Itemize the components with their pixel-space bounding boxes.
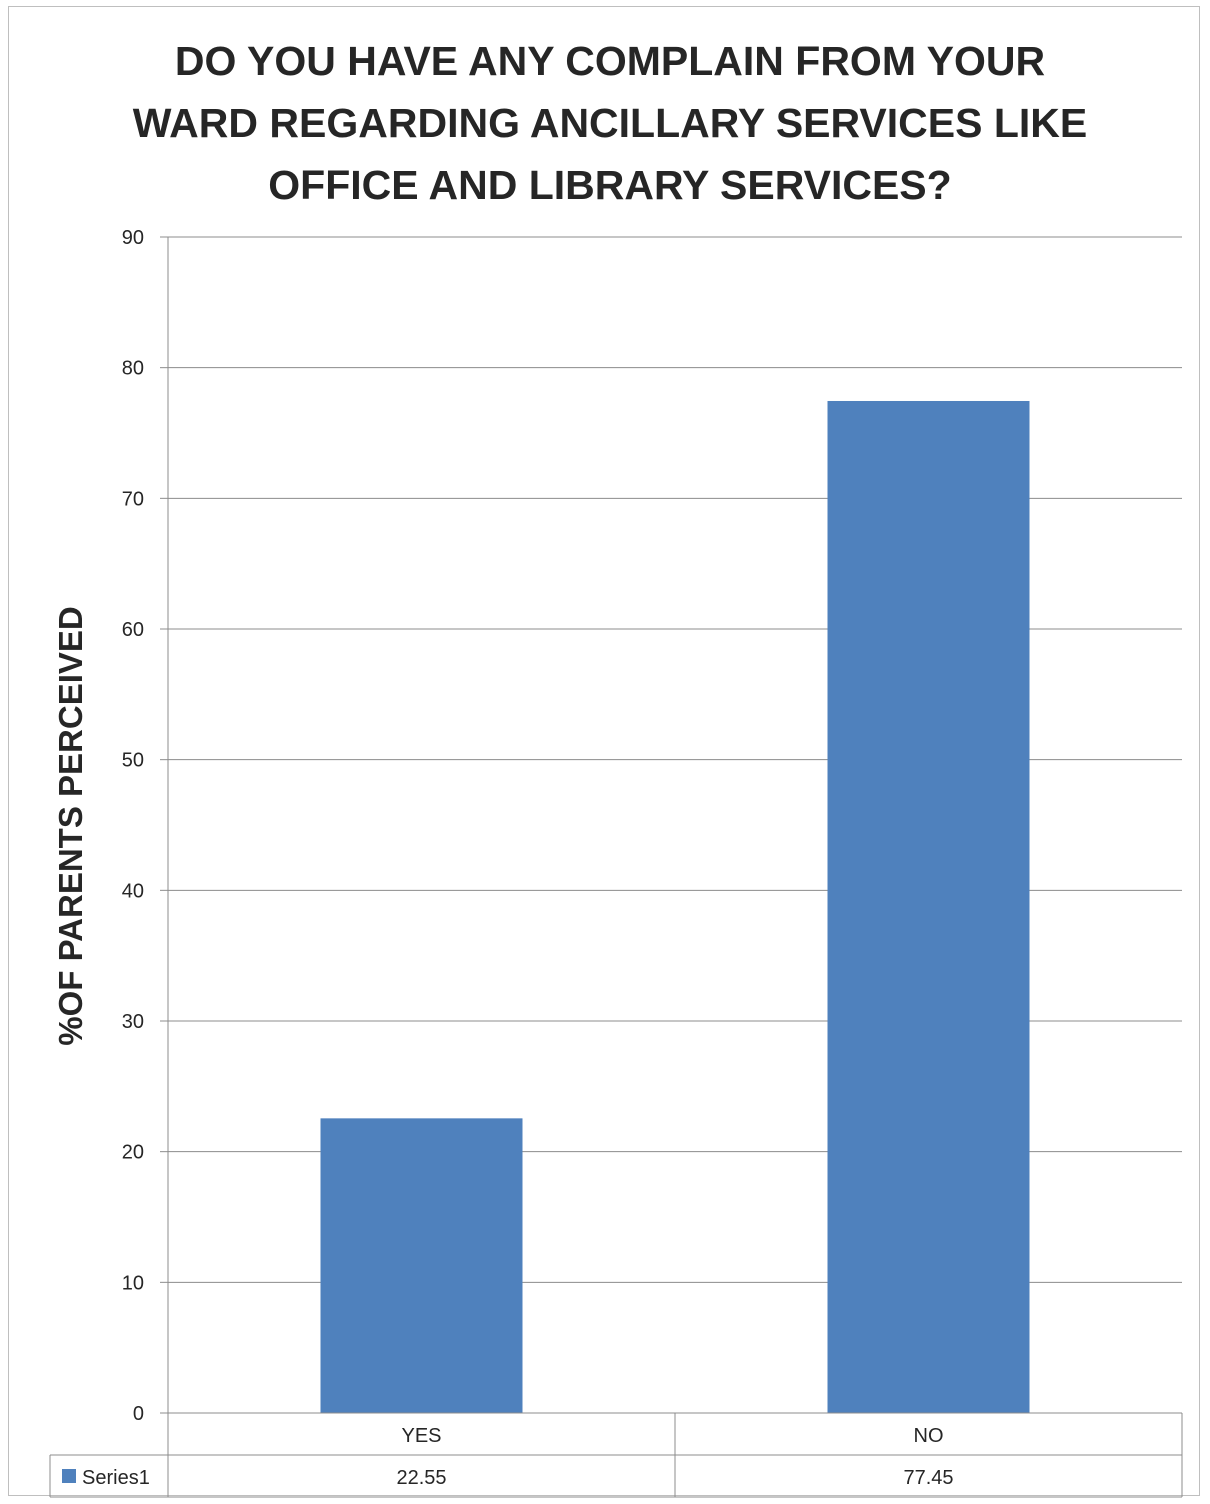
y-tick-label: 70 [122,488,144,510]
gridlines [168,236,1182,1283]
data-table-value: 22.55 [396,1467,446,1489]
data-table: YES 22.55 NO 77.45 Series1 [49,1412,1183,1498]
y-tick-label: 60 [122,619,144,641]
bars [320,400,1030,1413]
y-tick-label: 90 [122,227,144,249]
legend-swatch [62,1469,76,1483]
chart-title: DO YOU HAVE ANY COMPLAIN FROM YOUR WARD … [132,38,1088,208]
x-category-label: YES [401,1425,441,1447]
bar-no [827,400,1030,1413]
y-tick-label: 80 [122,358,144,380]
legend-series-name: Series1 [82,1467,150,1489]
y-tick-label: 30 [122,1011,144,1033]
bar-yes [320,1118,523,1413]
axes: 0 10 20 30 40 50 60 70 80 90 [122,227,169,1497]
y-tick-label: 20 [122,1142,144,1164]
y-axis-label: %OF PARENTS PERCEIVED [52,606,89,1045]
y-tick-label: 0 [133,1403,144,1425]
y-tick-label: 10 [122,1272,144,1294]
y-tick-label: 40 [122,880,144,902]
y-tick-label: 50 [122,750,144,772]
data-table-value: 77.45 [903,1467,953,1489]
x-category-label: NO [914,1425,944,1447]
